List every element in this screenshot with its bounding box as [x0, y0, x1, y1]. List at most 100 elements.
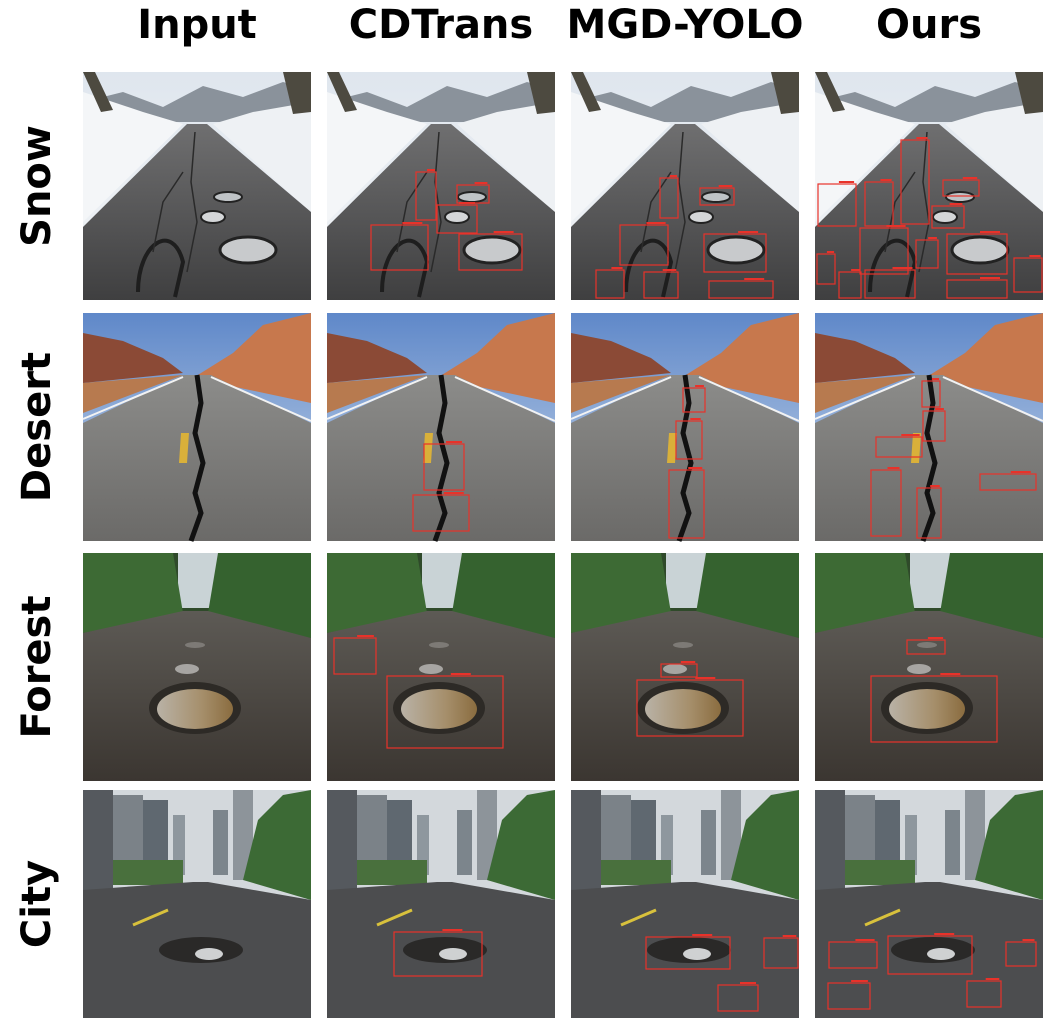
column-header: MGD-YOLO [567, 2, 804, 48]
detection-box [595, 269, 625, 299]
row-label: Snow [14, 125, 60, 247]
column-header: CDTrans [349, 2, 533, 48]
detection-tag [692, 934, 713, 936]
detection-tag [838, 181, 855, 183]
detection-box [946, 233, 1008, 275]
road-image [325, 788, 557, 1020]
detection-tag [1022, 939, 1035, 941]
detection-tag [940, 673, 961, 675]
column-headers: Input CDTrans MGD-YOLO Ours [137, 2, 982, 48]
detection-box [915, 239, 939, 269]
detection-box [979, 473, 1037, 491]
road-image [81, 788, 313, 1020]
detection-tag [680, 661, 696, 663]
detection-box [708, 280, 774, 299]
column-header: Input [137, 2, 257, 48]
road-image [813, 788, 1045, 1020]
detection-box [900, 139, 930, 225]
detection-box [456, 184, 490, 204]
detection-box [921, 380, 941, 408]
image-cell [569, 70, 801, 302]
detection-tag [928, 237, 937, 239]
detection-box [703, 233, 767, 273]
detection-tag [669, 175, 678, 177]
image-cell [81, 70, 313, 302]
detection-box [763, 937, 799, 969]
detection-tag [688, 467, 703, 469]
detection-tag [357, 635, 374, 637]
row-label: Desert [14, 352, 60, 502]
detection-tag [927, 637, 944, 639]
row-label: Forest [14, 596, 60, 739]
detection-tag [892, 267, 913, 269]
detection-box [423, 443, 465, 491]
detection-tag [718, 185, 733, 187]
detection-box [817, 183, 857, 227]
detection-box [906, 639, 946, 655]
detection-box [827, 982, 871, 1010]
detection-box [636, 679, 744, 737]
detection-tag [916, 137, 928, 139]
detection-box [660, 663, 698, 678]
detection-box [415, 171, 437, 221]
road-image [83, 553, 311, 781]
detection-box [370, 224, 429, 271]
detection-box [659, 177, 679, 219]
road-image [327, 553, 555, 781]
image-grid: Snow Desert Forest City [14, 70, 1045, 1020]
detection-box [645, 936, 731, 970]
detection-box [916, 487, 942, 539]
detection-box [887, 935, 973, 975]
detection-box [942, 179, 980, 197]
detection-tag [611, 267, 623, 269]
detection-tag [402, 222, 423, 224]
detection-tag [450, 673, 471, 675]
road-image [83, 313, 311, 541]
image-cell [83, 313, 311, 541]
detection-box [966, 980, 1002, 1008]
detection-tag [662, 269, 677, 271]
road-image [815, 553, 1043, 781]
detection-box [816, 253, 836, 285]
road-image [571, 313, 799, 541]
detection-box [828, 941, 878, 969]
detection-tag [740, 982, 756, 984]
detection-tag [493, 231, 514, 233]
detection-tag [886, 225, 906, 227]
detection-tag [880, 179, 892, 181]
detection-tag [887, 467, 900, 469]
image-cell [327, 553, 555, 781]
detection-tag [980, 277, 1000, 279]
detection-tag [901, 434, 920, 436]
image-cell [815, 553, 1043, 781]
road-image [815, 313, 1043, 541]
detection-tag [826, 251, 835, 253]
detection-box [412, 494, 470, 532]
detection-box [864, 181, 894, 227]
image-cell [571, 553, 799, 781]
detection-box [875, 436, 923, 458]
image-cell [81, 788, 313, 1020]
detection-tag [930, 485, 940, 487]
detection-box [922, 410, 946, 442]
detection-box [931, 205, 965, 229]
detection-box [699, 187, 735, 206]
detection-box [859, 227, 909, 275]
image-cell [325, 788, 557, 1020]
detection-box [864, 269, 916, 299]
image-cell [813, 70, 1045, 302]
detection-box [436, 204, 478, 234]
road-image [569, 70, 801, 302]
detection-tag [646, 222, 666, 224]
road-image [327, 313, 555, 541]
detection-tag [851, 980, 868, 982]
road-image [325, 70, 557, 302]
image-cell [813, 788, 1045, 1020]
detection-tag [782, 935, 797, 937]
row-label: City [14, 860, 60, 948]
detection-box [870, 675, 998, 743]
image-cell [325, 70, 557, 302]
detection-box [717, 984, 759, 1012]
detection-tag [935, 408, 944, 410]
